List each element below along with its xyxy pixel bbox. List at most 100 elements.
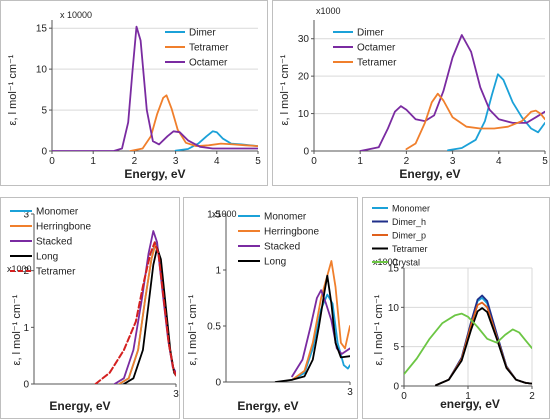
x-tick-label: 0 bbox=[49, 156, 55, 167]
x-tick-label: 3 bbox=[173, 156, 179, 167]
legend-label: Octamer bbox=[357, 43, 396, 54]
y-axis-label: ε, l mol⁻¹ cm⁻¹ bbox=[373, 294, 385, 365]
series-group bbox=[52, 25, 258, 151]
y-tick-label: 0 bbox=[393, 382, 399, 393]
x-tick-label: 3 bbox=[347, 387, 353, 398]
legend-label: Dimer bbox=[357, 28, 384, 39]
x-axis-label: energy, eV bbox=[440, 397, 500, 411]
y-tick-label: 1.5 bbox=[207, 210, 221, 221]
series-group bbox=[404, 294, 532, 386]
x-tick-label: 2 bbox=[529, 391, 535, 402]
y-tick-label: 0.5 bbox=[207, 322, 221, 333]
panel-frame bbox=[0, 0, 268, 186]
x-tick-label: 0 bbox=[311, 156, 317, 167]
legend: Dimer Tetramer Octamer bbox=[165, 28, 229, 69]
y-tick-label: 5 bbox=[41, 106, 47, 117]
legend-label: Tetramer bbox=[189, 43, 229, 54]
legend: Monomer Herringbone Stacked Long bbox=[238, 212, 319, 268]
legend-label: Tetramer bbox=[357, 58, 397, 69]
series-line-tetramer bbox=[405, 92, 545, 150]
x-tick-label: 1 bbox=[90, 156, 96, 167]
y-tick-label: 0 bbox=[303, 147, 309, 158]
x-axis-label: Energy, eV bbox=[399, 167, 460, 181]
x-axis-label: Energy, eV bbox=[49, 399, 110, 413]
x-tick-label: 1 bbox=[465, 391, 471, 402]
series-line-tetramer bbox=[94, 241, 176, 384]
legend: Dimer Octamer Tetramer bbox=[333, 28, 397, 69]
legend-label: Monomer bbox=[36, 207, 79, 218]
x-axis-label: Energy, eV bbox=[124, 167, 185, 181]
x-tick-label: 5 bbox=[255, 156, 261, 167]
series-group bbox=[274, 260, 350, 382]
series-line-tetramer bbox=[129, 94, 258, 151]
y-tick-label: 10 bbox=[388, 303, 400, 314]
legend-label: Dimer bbox=[189, 28, 216, 39]
x-tick-label: 3 bbox=[450, 156, 456, 167]
legend-label: Stacked bbox=[36, 237, 72, 248]
legend-label: Long bbox=[264, 257, 286, 268]
y-unit-label: x1000 bbox=[7, 264, 32, 274]
y-unit-label: x 10000 bbox=[60, 10, 92, 20]
series-group bbox=[94, 230, 176, 384]
chart-panel-3: 01233Energy, eVε, l mol⁻¹ cm⁻¹x1000Monom… bbox=[0, 197, 180, 419]
legend-label: Dimer_h bbox=[392, 217, 426, 227]
legend-label: Tetramer bbox=[36, 267, 76, 278]
x-tick-label: 5 bbox=[542, 156, 548, 167]
y-unit-label: x1000 bbox=[316, 6, 341, 16]
chart-panel-1: 0 5 10 15 0 1 2 3 4 5 Energy, eV ε, l mol⁻¹ cm⁻¹ x 1… bbox=[0, 0, 268, 186]
y-tick-label: 0 bbox=[41, 147, 47, 158]
panel-frame bbox=[272, 0, 550, 186]
y-tick-label: 5 bbox=[393, 342, 399, 353]
legend-label: Tetramer bbox=[392, 244, 428, 254]
series-group bbox=[359, 34, 545, 151]
y-tick-label: 20 bbox=[298, 72, 310, 83]
legend-label: Herringbone bbox=[36, 222, 91, 233]
legend: Monomer Dimer_h Dimer_p Tetramer Crystal bbox=[372, 204, 430, 268]
y-tick-label: 0 bbox=[215, 378, 221, 389]
y-tick-label: 10 bbox=[36, 65, 48, 76]
legend-label: Monomer bbox=[392, 204, 430, 214]
legend-label: Herringbone bbox=[264, 227, 319, 238]
y-axis-label: ε, l mol⁻¹ cm⁻¹ bbox=[11, 294, 23, 365]
x-axis-label: Energy, eV bbox=[237, 399, 298, 413]
series-line-long bbox=[274, 274, 350, 382]
legend-label: Dimer_p bbox=[392, 231, 426, 241]
x-tick-label: 1 bbox=[357, 156, 363, 167]
x-tick-label: 2 bbox=[404, 156, 410, 167]
y-axis-label: ε, l mol⁻¹ cm⁻¹ bbox=[7, 54, 19, 125]
series-line-crystal bbox=[404, 312, 532, 376]
legend-label: Crystal bbox=[392, 258, 420, 268]
x-tick-label: 4 bbox=[214, 156, 220, 167]
y-tick-label: 15 bbox=[36, 24, 48, 35]
x-tick-label: 4 bbox=[496, 156, 502, 167]
panel-frame bbox=[362, 197, 550, 419]
legend-label: Long bbox=[36, 252, 58, 263]
chart-panel-2: 0 10 20 30 0 1 2 3 4 5 Energy, eV ε, l mol⁻¹ cm⁻¹ x1… bbox=[272, 0, 550, 186]
legend-label: Octamer bbox=[189, 58, 228, 69]
y-unit-label: x1000 bbox=[212, 209, 237, 219]
x-tick-label: 3 bbox=[173, 389, 179, 400]
y-axis-label: ε, l mol⁻¹ cm⁻¹ bbox=[187, 294, 199, 365]
x-tick-label: 2 bbox=[132, 156, 138, 167]
y-tick-label: 10 bbox=[298, 109, 310, 120]
series-line-octamer bbox=[359, 34, 545, 151]
series-line-octamer bbox=[52, 25, 258, 151]
y-tick-label: 1 bbox=[215, 266, 221, 277]
y-axis-label: ε, l mol⁻¹ cm⁻¹ bbox=[279, 54, 291, 125]
series-line-tetramer bbox=[435, 307, 532, 386]
legend-label: Stacked bbox=[264, 242, 300, 253]
series-line-herringbone bbox=[291, 260, 350, 381]
y-tick-label: 30 bbox=[298, 34, 310, 45]
y-tick-label: 1 bbox=[23, 323, 29, 334]
legend: Monomer Herringbone Stacked Long Tetramer bbox=[10, 207, 91, 278]
y-tick-label: 15 bbox=[388, 264, 400, 275]
panel-frame bbox=[0, 197, 180, 419]
y-tick-label: 3 bbox=[23, 210, 29, 221]
series-line-dimer bbox=[447, 73, 545, 151]
y-tick-label: 0 bbox=[23, 380, 29, 391]
legend-label: Monomer bbox=[264, 212, 307, 223]
x-tick-label: 0 bbox=[401, 391, 407, 402]
